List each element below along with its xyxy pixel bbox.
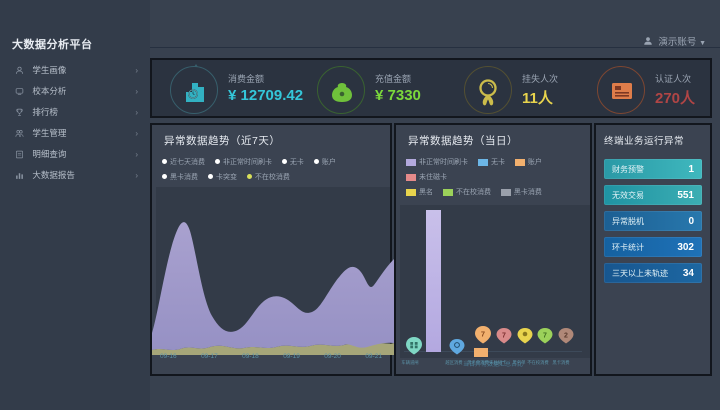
svg-text:2: 2 — [564, 333, 568, 340]
svg-text:7: 7 — [502, 333, 506, 340]
svg-text:7: 7 — [543, 333, 547, 340]
svg-text:7: 7 — [481, 330, 485, 339]
